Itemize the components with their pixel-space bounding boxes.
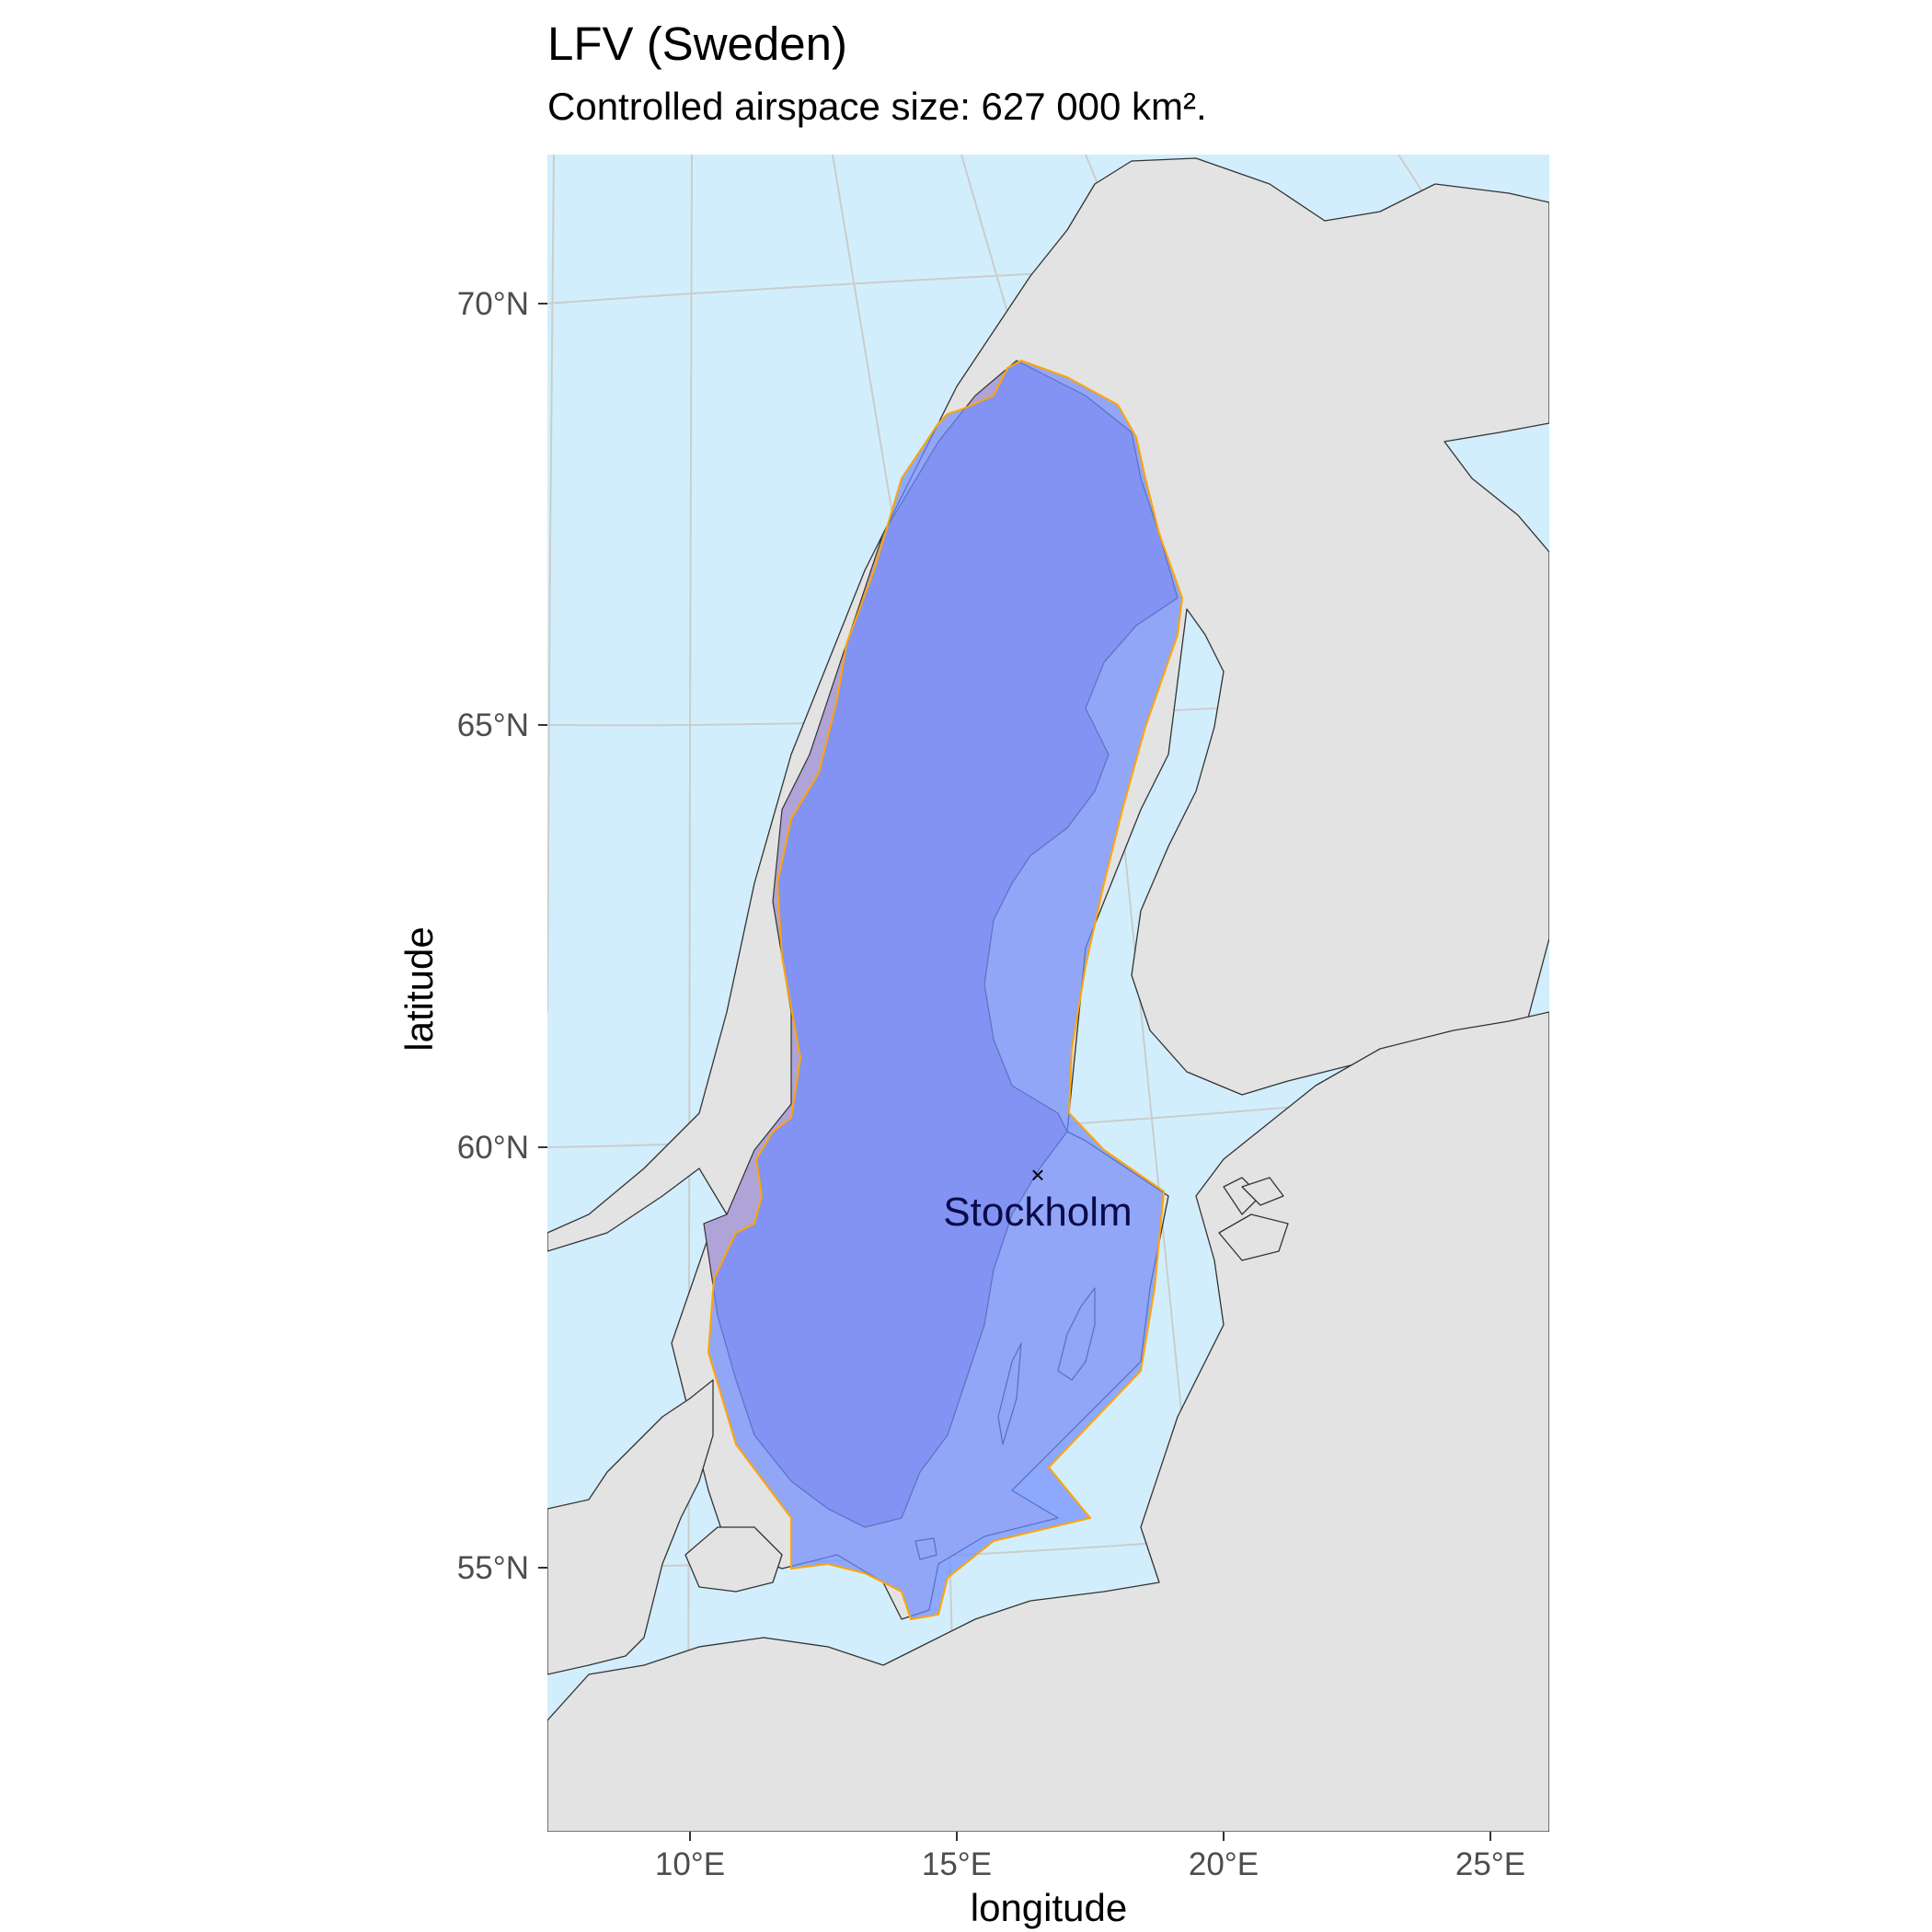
y-tick-label-70: 70°N: [457, 286, 529, 322]
graticule-lon-5: [547, 155, 555, 1013]
y-tick-label-60: 60°N: [457, 1130, 529, 1166]
y-tick-label-65: 65°N: [457, 707, 529, 743]
y-axis-title: latitude: [397, 926, 441, 1051]
zealand-island: [684, 1526, 783, 1593]
x-tick-label-25: 25°E: [1455, 1846, 1525, 1882]
x-tick-label-20: 20°E: [1189, 1846, 1259, 1882]
map-subtitle: Controlled airspace size: 627 000 km².: [547, 85, 1207, 128]
x-tick-label-10: 10°E: [655, 1846, 725, 1882]
map-title: LFV (Sweden): [547, 17, 847, 70]
baltics-continental-europe: [547, 1011, 1549, 1832]
controlled-airspace: [707, 359, 1184, 1621]
x-tick-label-15: 15°E: [922, 1846, 992, 1882]
x-axis: 10°E 15°E 20°E 25°E longitude: [655, 1832, 1525, 1929]
stockholm-marker: ×: [1030, 1161, 1044, 1189]
y-axis: 70°N 65°N 60°N 55°N latitude: [397, 286, 547, 1586]
denmark-jutland: [547, 1379, 714, 1675]
stockholm-label: Stockholm: [943, 1190, 1132, 1235]
x-axis-title: longitude: [971, 1886, 1127, 1929]
hiiumaa-island: [1241, 1177, 1284, 1206]
y-tick-label-55: 55°N: [457, 1550, 529, 1586]
saaremaa-island: [1218, 1213, 1289, 1261]
